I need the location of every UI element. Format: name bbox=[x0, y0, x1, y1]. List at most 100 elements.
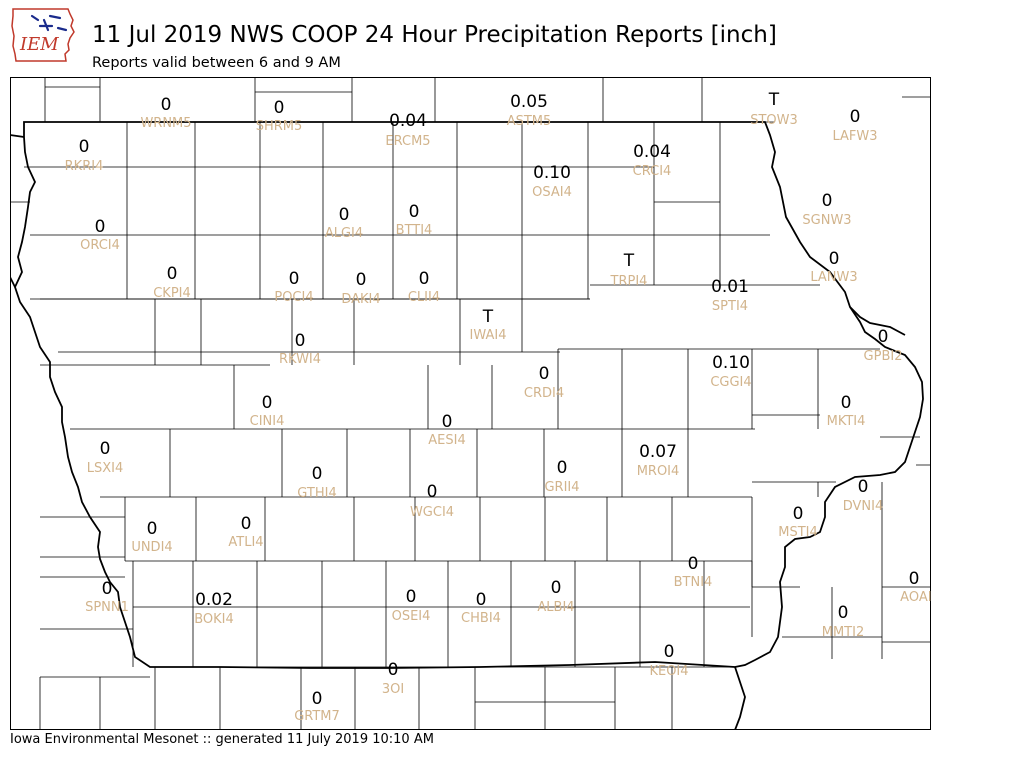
station-spti4: 0.01 SPTI4 bbox=[711, 277, 749, 314]
station-id: ATLI4 bbox=[228, 535, 263, 550]
station-value: 0 bbox=[551, 578, 562, 598]
state-borders bbox=[10, 121, 924, 730]
station-id: IWAI4 bbox=[470, 328, 507, 343]
station-id: GRTM7 bbox=[294, 709, 340, 724]
station-value: 0 bbox=[909, 569, 920, 589]
iem-logo: IEM bbox=[11, 8, 75, 62]
station-id: DAKI4 bbox=[341, 292, 380, 307]
map-frame bbox=[10, 77, 931, 730]
station-id: RKWI4 bbox=[279, 352, 321, 367]
station-id: MMTI2 bbox=[822, 625, 864, 640]
station-id: ASTM5 bbox=[507, 114, 552, 129]
station-value: 0.01 bbox=[711, 277, 749, 297]
station-sgnw3: 0 SGNW3 bbox=[802, 191, 851, 228]
station-value: 0 bbox=[850, 107, 861, 127]
station-id: ERCM5 bbox=[385, 134, 430, 149]
station-id: 3OI bbox=[382, 682, 404, 697]
station-osai4: 0.10 OSAI4 bbox=[532, 163, 572, 200]
station-id: SGNW3 bbox=[802, 213, 851, 228]
station-crci4: 0.04 CRCI4 bbox=[633, 142, 672, 179]
station-id: MKTI4 bbox=[827, 414, 866, 429]
missouri-river bbox=[10, 134, 25, 288]
station-id: LSXI4 bbox=[87, 461, 124, 476]
station-value: T bbox=[482, 307, 494, 327]
station-value: 0.10 bbox=[712, 353, 750, 373]
station-id: GPBI2 bbox=[864, 349, 903, 364]
station-id: RKRI4 bbox=[65, 159, 104, 174]
station-mmti2: 0 MMTI2 bbox=[822, 603, 864, 640]
station-aoai2: 0AOAI2 bbox=[900, 569, 931, 605]
station-value: 0 bbox=[406, 587, 417, 607]
station-value: 0 bbox=[79, 137, 90, 157]
station-mroi4: 0.07 MROI4 bbox=[637, 442, 680, 479]
station-value: 0.05 bbox=[510, 92, 548, 112]
station-id: LANW3 bbox=[810, 270, 857, 285]
station-value: 0 bbox=[339, 205, 350, 225]
station-value: 0 bbox=[442, 412, 453, 432]
station-keoi4: 0 KEOI4 bbox=[649, 642, 688, 679]
station-id: UNDI4 bbox=[131, 540, 172, 555]
station-value: 0 bbox=[95, 217, 106, 237]
station-id: OSEI4 bbox=[392, 609, 431, 624]
station-value: 0 bbox=[100, 439, 111, 459]
station-id: ALBI4 bbox=[537, 600, 574, 615]
station-value: 0 bbox=[409, 202, 420, 222]
logo-text: IEM bbox=[19, 34, 59, 55]
station-value: 0 bbox=[167, 264, 178, 284]
station-value: 0 bbox=[664, 642, 675, 662]
station-value: 0 bbox=[419, 269, 430, 289]
iowa-outline-icon bbox=[11, 8, 75, 62]
station-trpi4: T TRPI4 bbox=[610, 251, 648, 289]
station-id: GTHI4 bbox=[297, 486, 336, 501]
station-crdi4: 0 CRDI4 bbox=[524, 364, 564, 401]
iowa-border bbox=[14, 121, 924, 669]
station-gthi4: 0 GTHI4 bbox=[297, 464, 336, 501]
station-ckpi4: 0 CKPI4 bbox=[153, 264, 191, 301]
station-id: CKPI4 bbox=[153, 286, 191, 301]
station-value: 0 bbox=[793, 504, 804, 524]
station-value: 0 bbox=[102, 579, 113, 599]
station-value: 0 bbox=[356, 270, 367, 290]
station-value: 0.04 bbox=[633, 142, 671, 162]
station-rkri4: 0 RKRI4 bbox=[65, 137, 104, 174]
station-id: LAFW3 bbox=[832, 129, 877, 144]
station-dvni4: 0 DVNI4 bbox=[843, 477, 884, 514]
station-value: T bbox=[768, 90, 780, 110]
station-value: 0 bbox=[838, 603, 849, 623]
station-id: BTTI4 bbox=[396, 223, 433, 238]
station-id: CGGI4 bbox=[710, 375, 751, 390]
station-value: 0 bbox=[829, 249, 840, 269]
station-lsxi4: 0 LSXI4 bbox=[87, 439, 124, 476]
station-id: TRPI4 bbox=[610, 274, 648, 289]
station-id: MSTI4 bbox=[778, 525, 818, 540]
station-value: 0 bbox=[476, 590, 487, 610]
station-id: CRDI4 bbox=[524, 386, 564, 401]
station-daki4: 0 DAKI4 bbox=[341, 270, 380, 307]
station-id: WGCI4 bbox=[410, 505, 454, 520]
station-value: 0 bbox=[539, 364, 550, 384]
station-value: 0.07 bbox=[639, 442, 677, 462]
station-id: MROI4 bbox=[637, 464, 680, 479]
station-value: 0 bbox=[841, 393, 852, 413]
station-id: BOKI4 bbox=[194, 612, 234, 627]
station-value: 0 bbox=[312, 689, 323, 709]
station-id: POCI4 bbox=[274, 290, 313, 305]
station-id: AOAI2 bbox=[900, 590, 931, 605]
station-value: 0 bbox=[274, 98, 285, 118]
station-cggi4: 0.10 CGGI4 bbox=[710, 353, 751, 390]
